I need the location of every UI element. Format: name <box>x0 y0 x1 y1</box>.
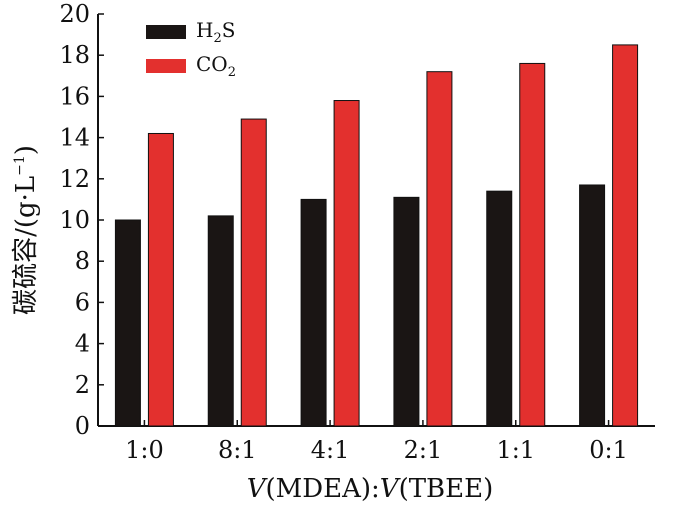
x-category-labels: 1:0 8:1 4:1 2:1 1:1 0:1 <box>125 420 628 464</box>
y-axis-title: 碳硫容/(g·L−1) <box>11 145 41 315</box>
y-tick-label: 2 <box>75 371 90 399</box>
legend-swatch-co2 <box>146 59 186 73</box>
bar-h2s-3 <box>393 196 420 427</box>
bar-co2-4 <box>519 62 546 427</box>
y-tick-label: 8 <box>75 247 90 275</box>
x-category-label: 1:0 <box>125 436 164 464</box>
legend-swatch-h2s <box>146 25 186 39</box>
y-tick-label: 18 <box>59 41 90 69</box>
y-tick-label: 14 <box>59 124 90 152</box>
bar-co2-0 <box>147 132 174 427</box>
bar-h2s-4 <box>486 190 513 427</box>
x-category-label: 1:1 <box>496 436 535 464</box>
bars <box>114 44 639 427</box>
x-axis-title: V(MDEA):V(TBEE) <box>247 474 494 504</box>
axes <box>97 14 655 427</box>
bar-co2-5 <box>612 44 639 427</box>
y-ticks: 0 2 4 6 8 10 12 14 16 18 20 <box>59 0 104 440</box>
y-tick-label: 10 <box>59 206 90 234</box>
x-category-label: 4:1 <box>311 436 350 464</box>
x-category-label: 2:1 <box>404 436 443 464</box>
y-tick-label: 20 <box>59 0 90 28</box>
bar-h2s-2 <box>300 198 327 427</box>
x-category-label: 0:1 <box>589 436 628 464</box>
bar-co2-2 <box>333 100 360 427</box>
x-category-label: 8:1 <box>218 436 257 464</box>
y-tick-label: 4 <box>75 330 90 358</box>
legend-label-h2s: H2S <box>196 18 235 46</box>
bar-co2-3 <box>426 71 453 427</box>
bar-co2-1 <box>240 118 267 427</box>
y-tick-label: 12 <box>59 165 90 193</box>
bar-h2s-1 <box>207 215 234 427</box>
bar-h2s-5 <box>579 184 606 427</box>
legend-label-co2: CO2 <box>196 52 236 80</box>
bar-h2s-0 <box>114 219 141 427</box>
y-tick-label: 0 <box>75 412 90 440</box>
y-tick-label: 16 <box>59 82 90 110</box>
legend: H2S CO2 <box>146 18 236 80</box>
y-tick-label: 6 <box>75 288 90 316</box>
